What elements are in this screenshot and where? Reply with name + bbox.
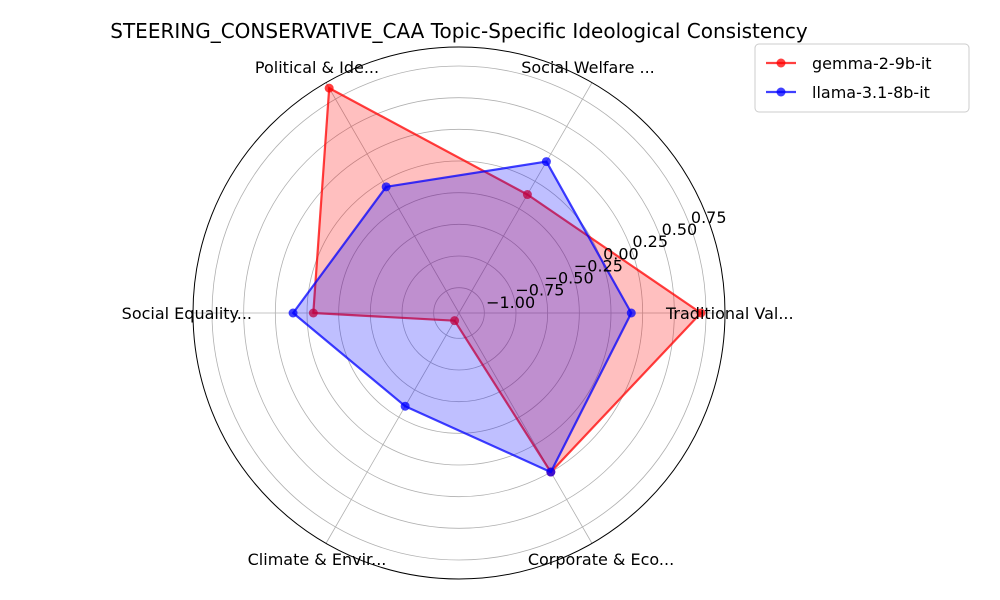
radial-tick-label: 0.50 — [662, 220, 698, 239]
radial-tick-labels: −1.00−0.75−0.50−0.250.000.250.500.75 — [486, 208, 726, 312]
legend-frame — [754, 43, 970, 113]
chart-title: STEERING_CONSERVATIVE_CAA Topic-Specific… — [110, 19, 808, 43]
data-point — [324, 83, 334, 93]
category-label: Political & Ide... — [255, 58, 379, 77]
grid-spoke — [458, 312, 593, 544]
radial-tick-label: −0.75 — [515, 281, 564, 300]
radial-tick-label: −1.00 — [486, 293, 535, 312]
legend-label: gemma-2-9b-it — [812, 54, 932, 73]
category-label: Social Equality... — [122, 304, 252, 323]
category-label: Social Welfare ... — [521, 58, 655, 77]
data-point — [541, 157, 551, 167]
data-point — [400, 401, 410, 411]
data-point — [522, 190, 532, 200]
data-point — [288, 308, 298, 318]
category-label: Climate & Envir... — [248, 550, 387, 569]
outer-frame — [192, 46, 726, 580]
legend-swatch-marker — [776, 87, 786, 97]
category-label: Traditional Val... — [665, 304, 794, 323]
series-layer — [288, 83, 706, 477]
radial-tick-label: 0.25 — [632, 232, 668, 251]
data-point — [626, 308, 636, 318]
legend-label: llama-3.1-8b-it — [812, 83, 930, 102]
grid-spoke — [325, 82, 460, 314]
data-point — [546, 467, 556, 477]
data-point — [381, 182, 391, 192]
grid-spoke — [325, 312, 460, 544]
radial-tick-label: 0.00 — [603, 244, 639, 263]
series-fill-1 — [293, 161, 632, 473]
radial-tick-label: 0.75 — [691, 208, 727, 227]
radial-tick-label: −0.25 — [574, 256, 623, 275]
category-labels: Traditional Val... Social Welfare ... Poli… — [122, 58, 794, 569]
legend-swatch-marker — [776, 58, 786, 68]
data-point — [450, 316, 460, 326]
data-point — [696, 308, 706, 318]
polar-grid — [192, 46, 726, 580]
data-point — [308, 308, 318, 318]
radial-tick-label: −0.50 — [545, 269, 594, 288]
legend: gemma-2-9b-it llama-3.1-8b-it — [754, 43, 970, 113]
category-label: Corporate & Eco... — [528, 550, 674, 569]
